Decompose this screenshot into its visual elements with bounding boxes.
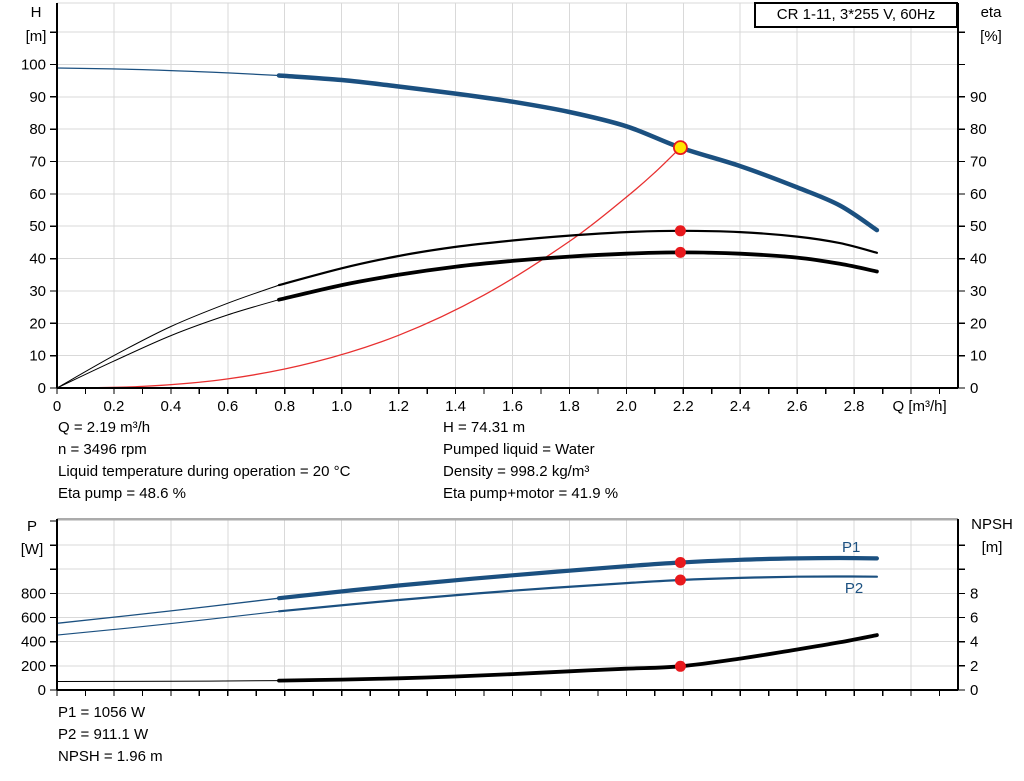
flow-value: Q = 2.19 m³/h [58,419,151,436]
pump-title-box: CR 1-11, 3*255 V, 60Hz [754,2,958,28]
eta-pump-curve-extended [56,284,280,389]
y-right-tick-label: 8 [970,585,978,602]
y-left-tick-label: 30 [29,283,46,300]
head-efficiency-chart: 0 0.2 0.4 0.6 0.8 1.0 1.2 1.4 1.6 1.8 2.0 2.2 2.4 2.6… [21,2,987,415]
x-tick-label: 2.0 [616,398,637,415]
power-axis-unit: [W] [20,541,44,558]
y-left-tick-label: 0 [38,682,46,699]
x-axis-unit-label: Q [m³/h] [893,398,947,415]
pumped-liquid-value: Pumped liquid = Water [443,441,595,458]
x-tick-label: 0.2 [103,398,124,415]
y-right-tick-label: 60 [970,186,987,203]
y-left-tick-label: 800 [21,585,46,602]
y-right-tick-label: 50 [970,218,987,235]
x-tick-label: 1.6 [502,398,523,415]
x-tick-label: 2.2 [673,398,694,415]
y-left-tick-label: 200 [21,658,46,675]
y-left-tick-label: 90 [29,89,46,106]
x-tick-label: 1.2 [388,398,409,415]
y-right-tick-label: 10 [970,348,987,365]
x-tick-label: 2.6 [787,398,808,415]
p2-value: P2 = 911.1 W [58,726,149,743]
y-right-tick-label: 2 [970,658,978,675]
npsh-axis-unit: [m] [981,539,1003,556]
npsh-axis-symbol: NPSH [971,516,1013,533]
head-axis-unit: [m] [25,28,47,45]
density-value: Density = 998.2 kg/m³ [443,463,590,480]
p1-curve-extended [56,597,280,624]
npsh-curve [277,633,879,683]
system-curve [56,146,682,389]
y-left-tick-label: 10 [29,348,46,365]
y-right-tick-label: 90 [970,89,987,106]
eta-pump-value: Eta pump = 48.6 % [58,485,186,502]
x-tick-label: 0.6 [217,398,238,415]
head-axis-title: H [m] [8,1,64,49]
operating-point-marker [674,660,686,672]
eta-pump-motor-curve-extended [56,299,280,389]
y-left-tick-label: 100 [21,57,46,74]
power-npsh-chart: P1 P2 0 200 400 600 800 0 2 4 6 8 [21,517,978,699]
series-label-p2: P2 [845,580,863,597]
power-axis-title: P [W] [8,515,56,561]
operating-point-marker [674,225,686,237]
y-left-tick-label: 20 [29,315,46,332]
y-left-tick-label: 0 [38,380,46,397]
p2-curve [277,575,878,613]
duty-point-info-right: H = 74.31 m Pumped liquid = Water Densit… [443,417,618,505]
y-left-tick-label: 40 [29,251,46,268]
y-right-tick-label: 40 [970,251,987,268]
operating-point-marker [674,246,686,258]
x-tick-label: 2.8 [844,398,865,415]
eta-pump-curve [277,229,878,287]
y-left-tick-label: 400 [21,634,46,651]
head-value: H = 74.31 m [443,419,526,436]
eta-axis-title: eta [%] [962,1,1020,49]
power-npsh-info: P1 = 1056 W P2 = 911.1 W NPSH = 1.96 m [58,702,163,768]
x-tick-label: 1.0 [331,398,352,415]
series-label-p1: P1 [842,539,860,556]
y-left-tick-label: 50 [29,218,46,235]
operating-point-marker [674,557,686,568]
x-tick-label: 1.8 [559,398,580,415]
power-axis-symbol: P [26,518,37,535]
eta-axis-symbol: eta [980,4,1002,21]
speed-value: n = 3496 rpm [58,441,147,458]
npsh-curve-extended [56,680,280,682]
operating-point-marker [674,574,686,586]
pump-head-curve-extended [56,67,280,77]
y-right-tick-label: 20 [970,315,987,332]
y-right-tick-label: 0 [970,682,978,699]
x-tick-label: 1.4 [445,398,466,415]
p1-curve [276,555,879,601]
x-tick-label: 0 [53,398,61,415]
duty-point-marker [673,140,688,156]
eta-pump-motor-curve [277,250,879,302]
y-right-tick-label: 80 [970,121,987,138]
y-right-tick-label: 6 [970,610,978,627]
p1-value: P1 = 1056 W [58,704,146,721]
y-right-tick-label: 30 [970,283,987,300]
head-axis-symbol: H [30,4,42,21]
eta-pump-motor-value: Eta pump+motor = 41.9 % [443,485,619,502]
y-right-tick-label: 0 [970,380,978,397]
npsh-value: NPSH = 1.96 m [58,748,163,765]
y-right-tick-label: 70 [970,154,987,171]
liquid-temperature-value: Liquid temperature during operation = 20… [58,463,351,480]
x-tick-label: 2.4 [730,398,751,415]
y-left-tick-label: 80 [29,121,46,138]
eta-axis-unit: [%] [980,28,1002,45]
x-tick-label: 0.8 [274,398,295,415]
y-left-tick-label: 60 [29,186,46,203]
x-tick-label: 0.4 [160,398,181,415]
p2-curve-extended [56,610,280,636]
y-right-tick-label: 4 [970,634,978,651]
npsh-axis-title: NPSH [m] [960,513,1024,559]
duty-point-info-left: Q = 2.19 m³/h n = 3496 rpm Liquid temper… [58,417,350,505]
y-left-tick-label: 600 [21,610,46,627]
y-left-tick-label: 70 [29,154,46,171]
pump-head-curve [276,73,880,233]
